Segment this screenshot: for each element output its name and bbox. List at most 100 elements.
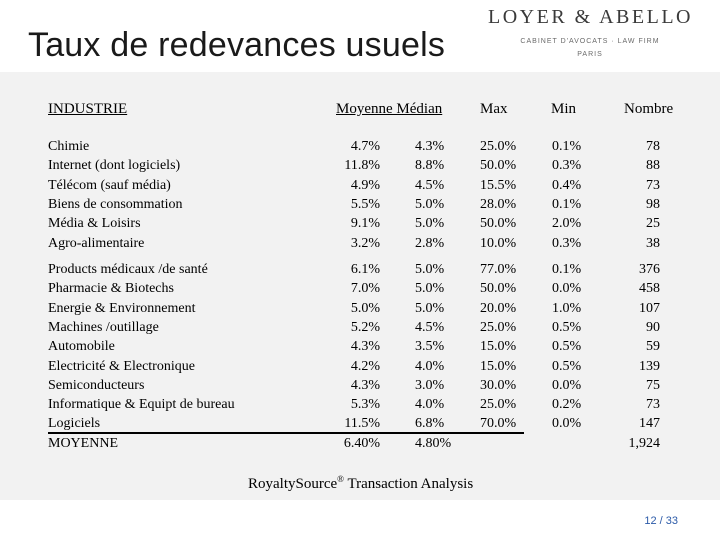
header-count: Nombre	[624, 101, 674, 117]
industry-cell: Automobile	[48, 339, 115, 355]
mean-cell: 5.2%	[350, 319, 380, 335]
industry-cell: Semiconducteurs	[48, 377, 145, 393]
page-number: 12 / 33	[644, 515, 678, 527]
mean-cell: 4.7%	[350, 139, 380, 154]
min-cell: 0.1%	[552, 196, 582, 212]
max-cell: 10.0%	[480, 235, 517, 251]
count-cell: 75	[646, 377, 660, 393]
min-cell: 2.0%	[552, 216, 582, 232]
median-cell: 4.0%	[415, 397, 445, 413]
median-cell: 3.5%	[415, 339, 445, 355]
slide-header	[0, 0, 720, 72]
mean-cell: 4.3%	[350, 339, 380, 355]
mean-cell: 4.2%	[350, 358, 380, 374]
median-cell: 5.0%	[415, 281, 445, 297]
max-cell: 50.0%	[480, 158, 517, 174]
min-cell: 0.5%	[552, 319, 582, 335]
slide-body	[0, 72, 720, 500]
median-cell: 4.80%	[415, 435, 452, 451]
header-industry: INDUSTRIE	[48, 101, 128, 117]
min-cell: 0.0%	[552, 377, 582, 393]
median-cell: 4.5%	[415, 319, 445, 335]
median-cell: 6.8%	[415, 416, 445, 432]
industry-cell: Energie & Environnement	[48, 300, 196, 316]
count-cell: 59	[646, 339, 660, 355]
source-name: RoyaltySource	[248, 476, 338, 492]
max-cell: 20.0%	[480, 300, 517, 316]
count-cell: 107	[639, 300, 660, 316]
count-cell: 88	[646, 158, 660, 174]
count-cell: 98	[646, 196, 660, 212]
max-cell: 15.0%	[480, 358, 517, 374]
logo-tagline: CABINET D'AVOCATS · LAW FIRM	[520, 38, 660, 45]
industry-cell: MOYENNE	[48, 435, 118, 451]
count-cell: 78	[646, 139, 660, 154]
industry-cell: Informatique & Equipt de bureau	[48, 397, 235, 413]
count-cell: 376	[639, 262, 660, 277]
industry-cell: Pharmacie & Biotechs	[48, 281, 174, 297]
max-cell: 28.0%	[480, 196, 517, 212]
median-cell: 5.0%	[415, 196, 445, 212]
mean-cell: 6.40%	[343, 435, 380, 451]
industry-cell: Biens de consommation	[48, 196, 183, 212]
max-cell: 30.0%	[480, 377, 517, 393]
max-cell: 77.0%	[480, 262, 517, 277]
logo-name: LOYER & ABELLO	[488, 6, 693, 28]
min-cell: 0.3%	[552, 158, 582, 174]
mean-cell: 3.2%	[350, 235, 380, 251]
count-cell: 38	[646, 235, 660, 251]
header-max: Max	[480, 101, 508, 117]
count-cell: 139	[639, 358, 660, 374]
mean-cell: 4.3%	[350, 377, 380, 393]
median-cell: 2.8%	[415, 235, 445, 251]
count-cell: 73	[646, 397, 660, 413]
mean-cell: 7.0%	[350, 281, 380, 297]
max-cell: 50.0%	[480, 216, 517, 232]
industry-cell: Electricité & Electronique	[48, 358, 195, 374]
mean-cell: 9.1%	[350, 216, 380, 232]
max-cell: 50.0%	[480, 281, 517, 297]
median-cell: 4.0%	[415, 358, 445, 374]
count-cell: 1,924	[628, 435, 661, 451]
min-cell: 0.2%	[552, 397, 582, 413]
industry-cell: Internet (dont logiciels)	[48, 158, 181, 174]
min-cell: 1.0%	[552, 300, 582, 316]
mean-cell: 4.9%	[350, 177, 380, 193]
max-cell: 25.0%	[480, 139, 517, 154]
min-cell: 0.4%	[552, 177, 582, 193]
registered-mark: ®	[337, 474, 344, 484]
table-divider	[48, 432, 524, 434]
mean-cell: 6.1%	[350, 262, 380, 277]
industry-cell: Média & Loisirs	[48, 216, 141, 232]
industry-cell: Agro-alimentaire	[48, 235, 145, 251]
count-cell: 458	[639, 281, 660, 297]
median-cell: 5.0%	[415, 262, 445, 277]
median-cell: 5.0%	[415, 216, 445, 232]
max-cell: 15.5%	[480, 177, 517, 193]
median-cell: 4.5%	[415, 177, 445, 193]
logo-city: PARIS	[577, 51, 603, 58]
mean-cell: 5.3%	[350, 397, 380, 413]
industry-cell: Chimie	[48, 139, 90, 154]
max-cell: 25.0%	[480, 319, 517, 335]
median-cell: 5.0%	[415, 300, 445, 316]
industry-cell: Products médicaux /de santé	[48, 262, 208, 277]
source-suffix: Transaction Analysis	[344, 476, 474, 492]
max-cell: 15.0%	[480, 339, 517, 355]
count-cell: 73	[646, 177, 660, 193]
min-cell: 0.5%	[552, 358, 582, 374]
header-min: Min	[551, 101, 577, 117]
industry-cell: Machines /outillage	[48, 319, 159, 335]
min-cell: 0.0%	[552, 281, 582, 297]
header-mean-median: Moyenne Médian	[336, 101, 443, 117]
firm-logo: LOYER & ABELLO CABINET D'AVOCATS · LAW F…	[488, 6, 692, 64]
min-cell: 0.1%	[552, 262, 582, 277]
max-cell: 25.0%	[480, 397, 517, 413]
median-cell: 8.8%	[415, 158, 445, 174]
count-cell: 25	[646, 216, 660, 232]
mean-cell: 5.5%	[350, 196, 380, 212]
count-cell: 147	[639, 416, 660, 432]
min-cell: 0.3%	[552, 235, 582, 251]
source-note: RoyaltySource® Transaction Analysis	[248, 474, 473, 493]
count-cell: 90	[646, 319, 660, 335]
